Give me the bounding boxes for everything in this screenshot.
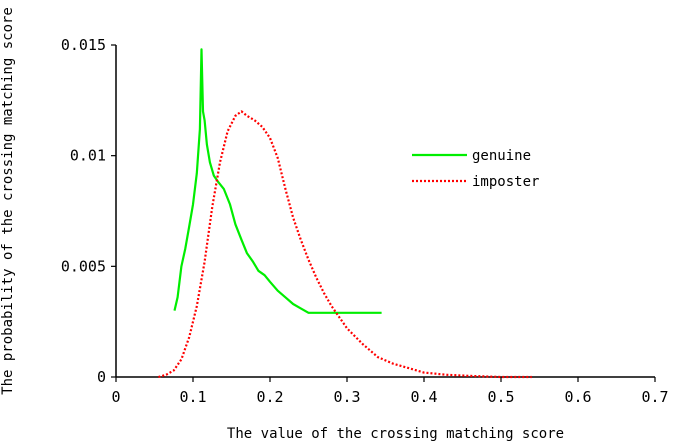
x-tick-label: 0.6 — [564, 388, 591, 406]
y-tick-label: 0.01 — [70, 147, 106, 165]
y-tick-label: 0.015 — [61, 36, 106, 54]
x-axis-title: The value of the crossing matching score — [227, 426, 564, 442]
series-line-imposter — [158, 110, 532, 379]
legend-label-genuine: genuine — [472, 148, 531, 164]
x-tick-label: 0.7 — [641, 388, 668, 406]
series-layer — [158, 48, 532, 379]
x-tick-label: 0.1 — [179, 388, 206, 406]
legend-label-imposter: imposter — [472, 174, 539, 190]
legend-box — [407, 140, 557, 195]
ticks: 0 0.1 0.2 0.3 0.4 0.5 0.6 0.7 0 0.005 0.01 0.015 — [61, 36, 669, 406]
x-tick-label: 0.4 — [410, 388, 437, 406]
axes — [115, 45, 655, 378]
legend: genuine imposter — [407, 140, 557, 195]
y-tick-label: 0.005 — [61, 257, 106, 275]
y-tick-label: 0 — [97, 368, 106, 386]
x-tick-label: 0.3 — [333, 388, 360, 406]
series-line-genuine — [173, 48, 382, 314]
x-tick-label: 0.2 — [256, 388, 283, 406]
x-tick-label: 0.5 — [487, 388, 514, 406]
x-tick-label: 0 — [111, 388, 120, 406]
y-axis-title: The probability of the crossing matching… — [0, 7, 16, 395]
